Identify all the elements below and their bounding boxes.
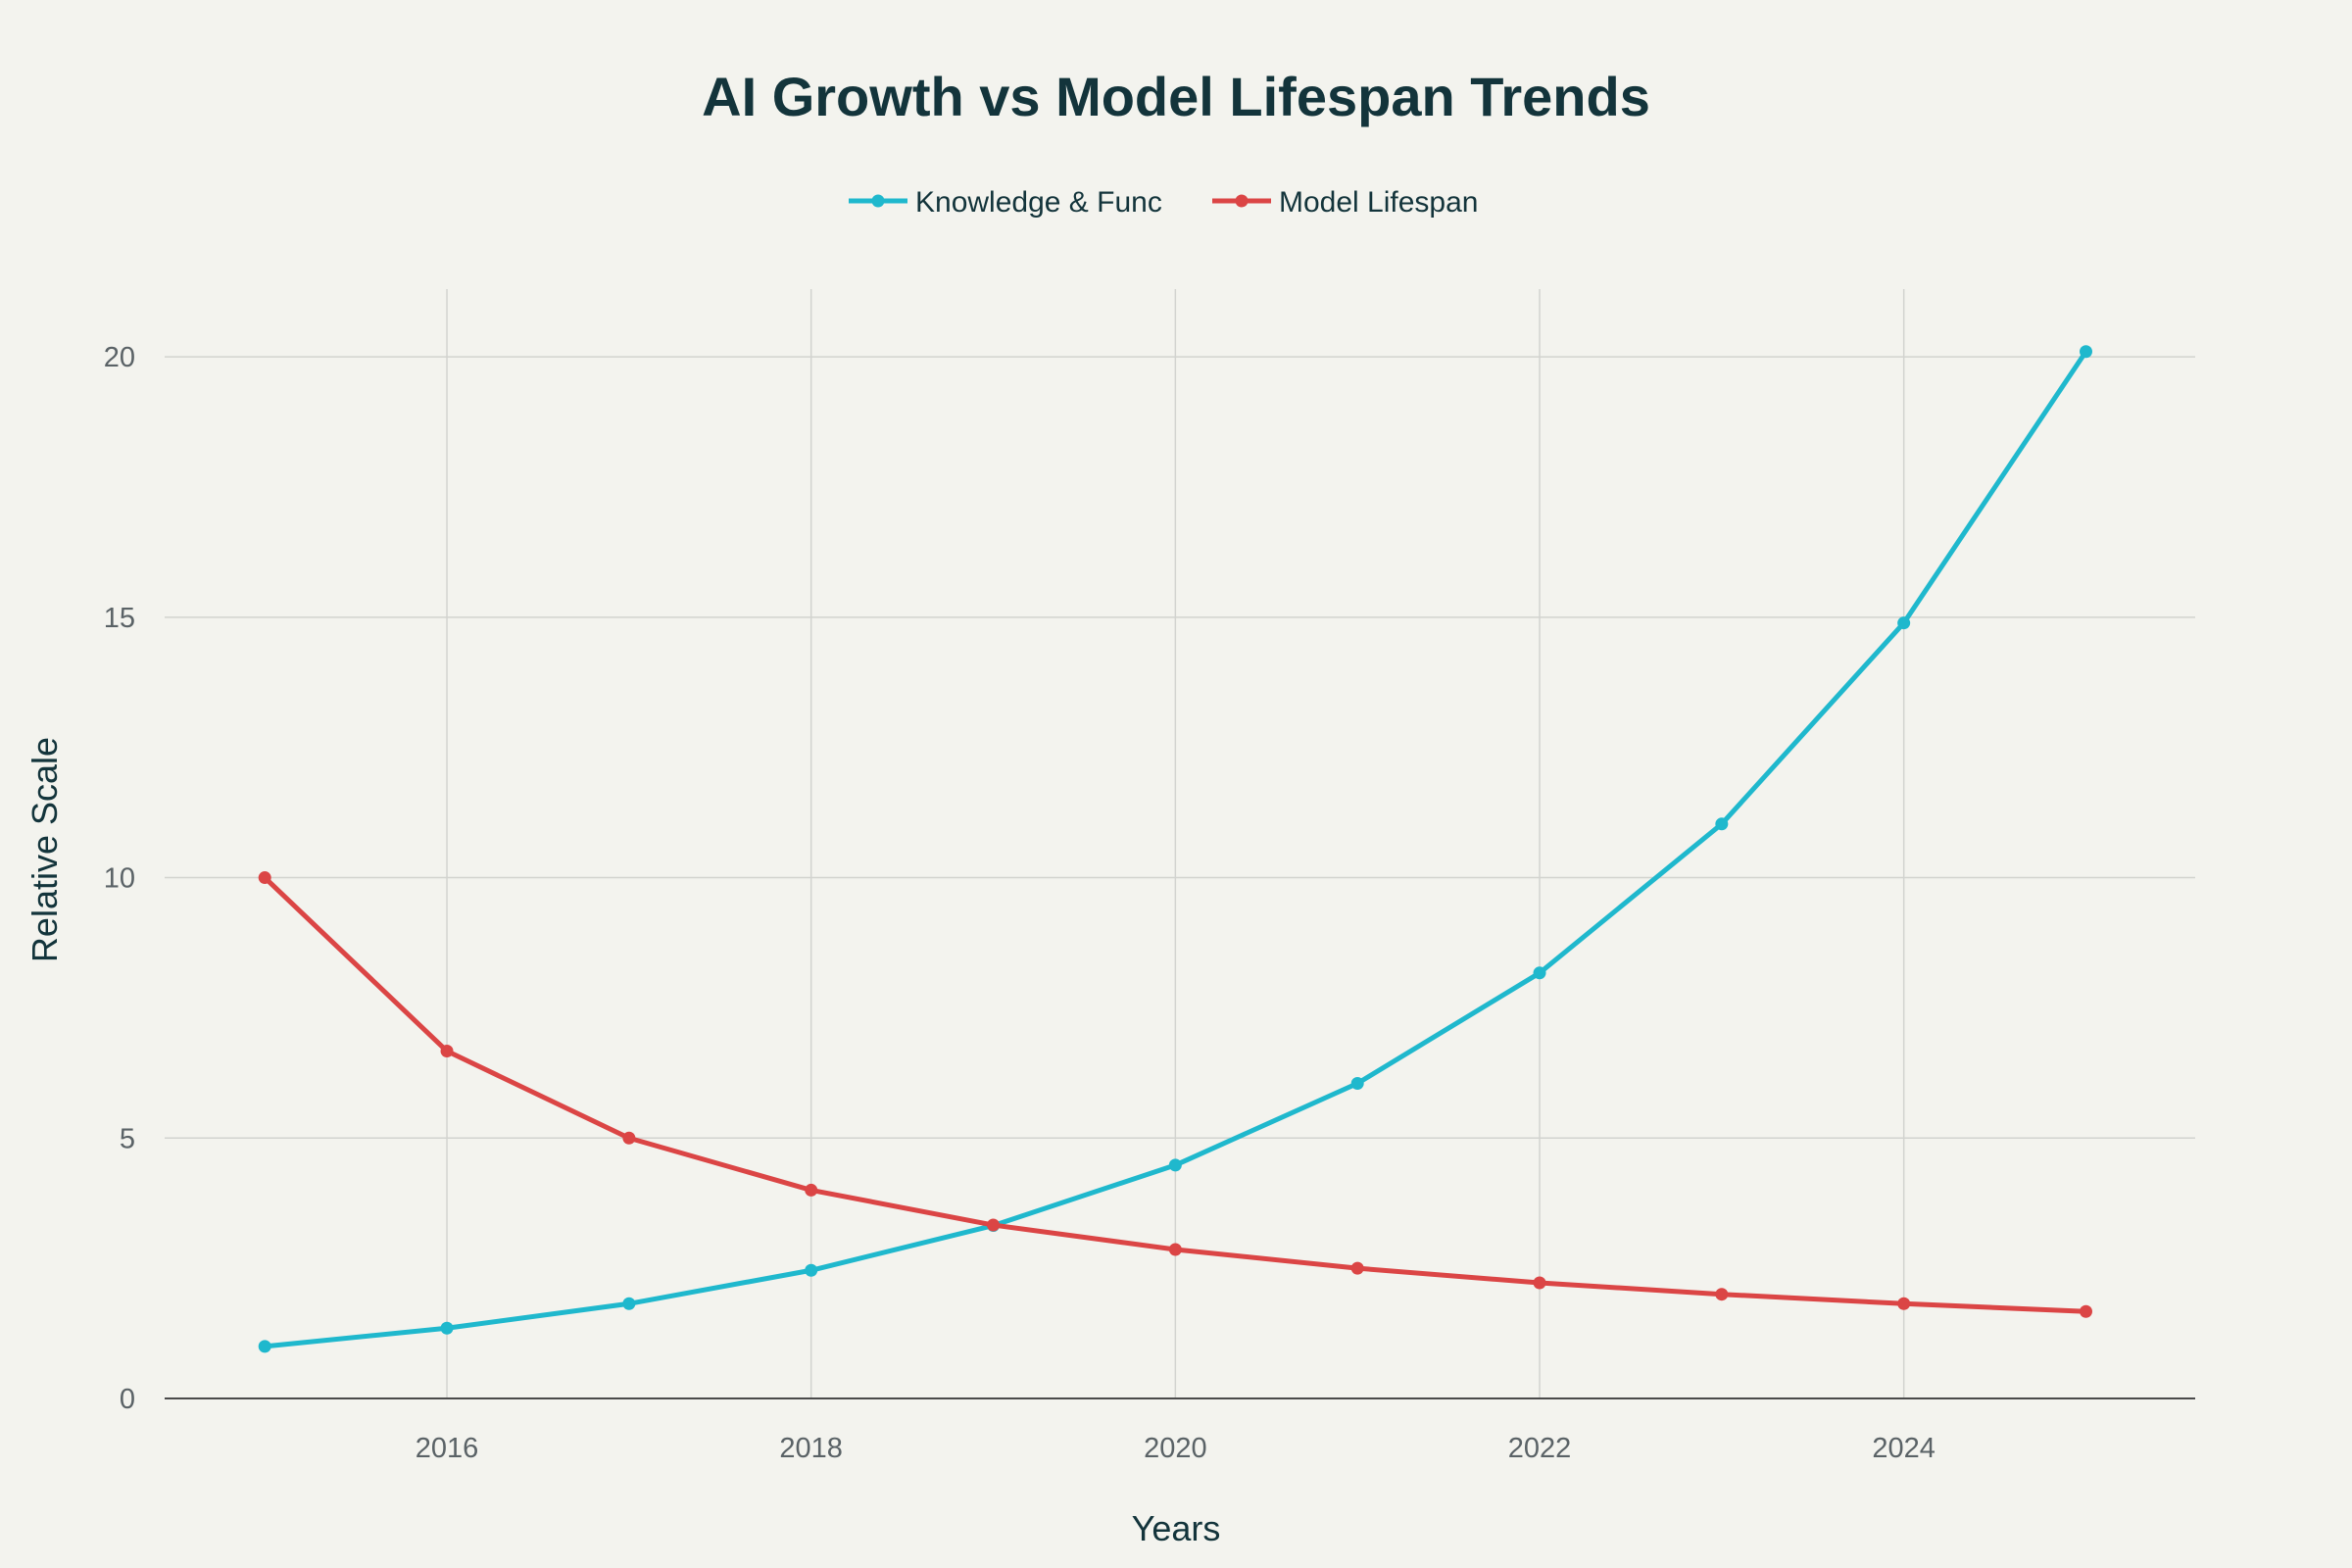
x-tick-label: 2020 xyxy=(1144,1433,1207,1464)
data-point xyxy=(258,1340,271,1353)
gridlines xyxy=(165,289,2195,1399)
x-tick-label: 2018 xyxy=(779,1433,843,1464)
data-point xyxy=(440,1045,454,1058)
y-tick-label: 0 xyxy=(120,1384,135,1415)
y-tick-label: 15 xyxy=(104,603,135,634)
data-point xyxy=(1533,966,1546,980)
data-point xyxy=(2080,345,2093,359)
data-point xyxy=(805,1263,818,1277)
data-point xyxy=(622,1131,636,1145)
legend-label: Knowledge & Func xyxy=(915,186,1162,219)
legend-marker xyxy=(1235,194,1249,208)
x-tick-label: 2016 xyxy=(416,1433,479,1464)
data-point xyxy=(622,1297,636,1310)
data-point xyxy=(2080,1304,2093,1318)
data-point xyxy=(1715,817,1729,831)
data-point xyxy=(1168,1243,1182,1256)
legend-marker xyxy=(871,194,885,208)
x-tick-label: 2024 xyxy=(1872,1433,1936,1464)
data-point xyxy=(258,871,271,885)
y-tick-label: 5 xyxy=(120,1123,135,1154)
tick-labels: 2016 2018 2020 2022 2024 0 5 10 15 20 xyxy=(104,342,1936,1464)
x-tick-label: 2022 xyxy=(1508,1433,1572,1464)
y-tick-label: 20 xyxy=(104,342,135,373)
data-point xyxy=(1350,1076,1364,1090)
data-point xyxy=(440,1321,454,1335)
x-axis-title: Years xyxy=(1132,1508,1221,1548)
data-point xyxy=(805,1183,818,1197)
data-point xyxy=(987,1218,1001,1232)
chart-title: AI Growth vs Model Lifespan Trends xyxy=(702,66,1650,127)
series-group xyxy=(258,345,2093,1353)
data-point xyxy=(1897,1297,1911,1310)
data-point xyxy=(1168,1158,1182,1172)
y-tick-label: 10 xyxy=(104,863,135,895)
data-point xyxy=(1897,616,1911,630)
legend: Knowledge & Func Model Lifespan xyxy=(849,186,1478,219)
legend-label: Model Lifespan xyxy=(1279,186,1478,219)
data-point xyxy=(1715,1288,1729,1301)
data-point xyxy=(1533,1276,1546,1290)
data-point xyxy=(1350,1261,1364,1275)
y-axis-title: Relative Scale xyxy=(24,737,65,962)
